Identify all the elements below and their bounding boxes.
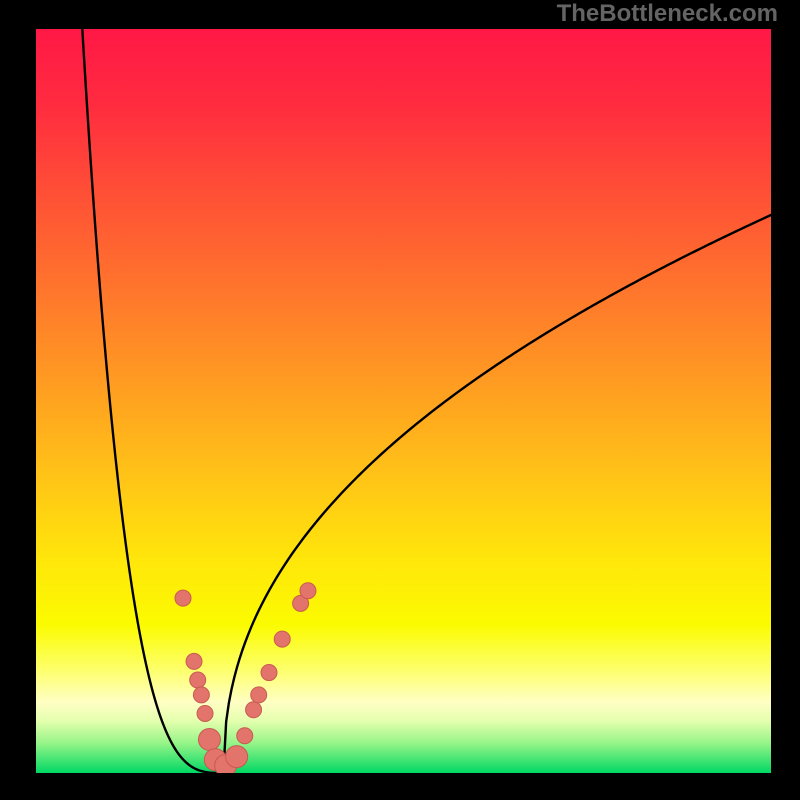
chart-svg [36,29,771,773]
plot-area [36,29,771,773]
data-marker [198,729,220,751]
data-marker [246,702,262,718]
data-marker [300,583,316,599]
data-marker [175,590,191,606]
data-marker [186,653,202,669]
data-marker [197,705,213,721]
frame: TheBottleneck.com [0,0,800,800]
data-marker [190,672,206,688]
watermark-text: TheBottleneck.com [557,0,778,28]
data-marker [193,687,209,703]
data-marker [274,631,290,647]
data-marker [261,665,277,681]
data-marker [237,728,253,744]
data-marker [226,746,248,768]
data-marker [251,687,267,703]
